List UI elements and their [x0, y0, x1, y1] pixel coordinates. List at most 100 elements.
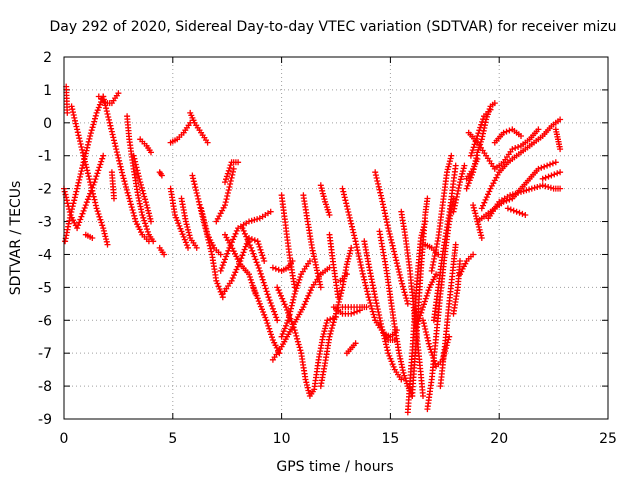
data-marker	[300, 192, 324, 291]
chart-title: Day 292 of 2020, Sidereal Day-to-day VTE…	[50, 19, 617, 35]
x-tick-label: 25	[599, 431, 617, 447]
data-marker	[278, 192, 298, 291]
track-66	[504, 205, 529, 218]
track-63	[470, 202, 485, 241]
y-axis-label: SDTVAR / TECUs	[8, 181, 24, 296]
data-marker	[330, 304, 363, 317]
data-points	[61, 83, 564, 416]
track-13	[167, 119, 194, 146]
track-33	[317, 182, 333, 218]
data-marker	[404, 218, 429, 416]
track-15	[167, 185, 191, 251]
data-marker	[156, 169, 165, 179]
y-tick-label: -7	[38, 346, 52, 362]
data-marker	[317, 244, 355, 390]
data-marker	[100, 93, 152, 245]
track-10	[130, 152, 154, 225]
data-marker	[457, 251, 477, 278]
data-marker	[539, 169, 564, 182]
y-tick-label: -5	[38, 280, 52, 296]
track-32	[317, 244, 355, 390]
data-marker	[137, 136, 154, 156]
y-tick-label: -9	[38, 412, 52, 428]
data-marker	[372, 169, 411, 307]
grid	[64, 57, 608, 419]
track-36	[330, 304, 363, 317]
data-marker	[167, 185, 191, 251]
data-marker	[274, 284, 339, 399]
data-marker	[130, 152, 154, 225]
data-marker	[491, 126, 524, 146]
x-axis-label: GPS time / hours	[276, 459, 393, 475]
track-54	[450, 258, 463, 317]
track-12	[156, 169, 165, 179]
y-tick-label: -2	[38, 182, 52, 198]
data-marker	[413, 271, 440, 330]
data-marker	[463, 100, 498, 192]
track-34	[326, 231, 342, 301]
track-40	[372, 169, 411, 307]
data-marker	[450, 162, 468, 215]
x-tick-label: 20	[490, 431, 508, 447]
track-62	[478, 116, 564, 212]
track-35	[337, 271, 350, 284]
data-marker	[428, 152, 455, 274]
track-19	[213, 165, 237, 225]
data-marker	[478, 116, 564, 212]
data-marker	[198, 205, 224, 258]
data-marker	[156, 244, 168, 258]
data-marker	[317, 182, 333, 218]
y-tick-label: 1	[43, 83, 52, 99]
data-marker	[213, 165, 237, 225]
track-37	[339, 304, 370, 311]
track-2	[63, 83, 71, 116]
x-tick-label: 10	[273, 431, 291, 447]
x-tick-label: 15	[381, 431, 399, 447]
data-marker	[343, 340, 359, 357]
track-14	[187, 109, 211, 146]
tick-labels: 0 5 10 15 20 25 -9 -8 -7 -6 -5 -4 -3 -2 -1 0 1 2	[38, 50, 617, 447]
data-marker	[222, 159, 242, 186]
track-20	[222, 159, 242, 186]
track-41	[376, 228, 416, 399]
track-55	[450, 162, 468, 215]
data-marker	[552, 126, 564, 153]
track-23	[219, 235, 268, 297]
y-tick-label: -1	[38, 149, 52, 165]
data-marker	[167, 119, 194, 146]
data-marker	[430, 162, 459, 324]
track-61	[491, 126, 524, 146]
track-45	[404, 218, 429, 416]
track-51	[428, 152, 455, 274]
y-tick-label: 2	[43, 50, 52, 66]
data-marker	[108, 169, 117, 202]
x-tick-label: 0	[60, 431, 69, 447]
track-60	[465, 126, 542, 172]
data-marker	[409, 195, 431, 399]
track-9	[137, 136, 154, 156]
track-3	[68, 103, 111, 248]
track-56	[457, 251, 477, 278]
data-marker	[470, 202, 485, 241]
track-11	[156, 244, 168, 258]
data-marker	[269, 264, 333, 363]
data-marker	[485, 182, 564, 222]
track-27	[269, 264, 333, 363]
data-marker	[504, 205, 529, 218]
data-marker	[337, 271, 350, 284]
track-46	[409, 195, 431, 399]
track-29	[274, 284, 339, 399]
data-marker	[63, 83, 71, 116]
data-marker	[250, 284, 283, 357]
track-28	[278, 258, 313, 340]
axis-ticks	[63, 56, 609, 420]
data-marker	[178, 195, 200, 251]
data-marker	[68, 103, 111, 248]
track-65	[485, 182, 564, 222]
track-6	[100, 93, 152, 245]
data-marker	[278, 258, 313, 340]
y-tick-label: -8	[38, 379, 52, 395]
track-43	[380, 327, 400, 340]
plot-frame	[63, 56, 609, 420]
y-tick-label: 0	[43, 116, 52, 132]
